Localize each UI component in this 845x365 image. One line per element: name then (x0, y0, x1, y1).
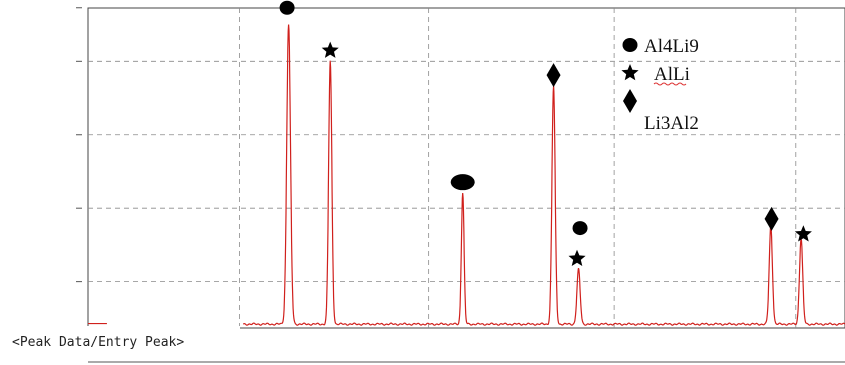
star-marker (568, 249, 586, 266)
legend-label: Al4Li9 (644, 36, 699, 57)
legend-diamond-icon (623, 89, 637, 113)
spellcheck-underline (653, 82, 687, 86)
legend-circle-icon (622, 38, 638, 52)
circle-marker (450, 174, 475, 191)
gridlines (88, 8, 845, 328)
status-bar-label: <Peak Data/Entry Peak> (12, 335, 184, 350)
star-marker (321, 41, 339, 58)
legend-star-icon (621, 64, 639, 81)
series-line-xrd (242, 24, 845, 326)
status-bar-background (0, 326, 240, 356)
legend-label: AlLi (654, 64, 690, 85)
plot-frame (87, 7, 845, 329)
legend-label: Li3Al2 (644, 113, 699, 134)
legend: Al4Li9 AlLi Li3Al2 (621, 36, 699, 134)
y-axis-ticks (76, 7, 82, 283)
diamond-marker (546, 63, 561, 88)
circle-marker (572, 221, 588, 236)
star-marker (794, 225, 812, 242)
phase-markers (279, 0, 812, 266)
circle-marker (279, 0, 295, 15)
diamond-marker (764, 206, 779, 231)
